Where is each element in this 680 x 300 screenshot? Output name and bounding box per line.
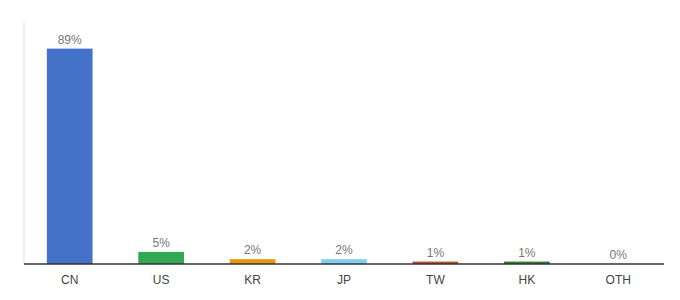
bar	[138, 252, 184, 264]
x-axis-line	[24, 263, 664, 265]
y-axis-line	[24, 22, 25, 264]
data-label: 2%	[244, 243, 262, 257]
data-label: 1%	[518, 246, 536, 260]
x-tick-label: CN	[61, 273, 78, 287]
data-label: 89%	[58, 33, 82, 47]
data-label: 1%	[427, 246, 445, 260]
x-tick-label: TW	[426, 273, 445, 287]
data-label: 0%	[610, 248, 628, 262]
x-tick-label: KR	[244, 273, 261, 287]
x-tick-label: US	[153, 273, 170, 287]
x-tick-label: HK	[519, 273, 536, 287]
x-tick-label: JP	[337, 273, 351, 287]
bars	[47, 49, 550, 264]
chart: 89% 5% 2% 2% 1% 1% 0% CN US KR JP TW HK OTH	[0, 0, 680, 300]
data-label: 2%	[335, 243, 353, 257]
chart-container: 89% 5% 2% 2% 1% 1% 0% CN US KR JP TW HK OTH	[0, 0, 680, 300]
bar	[47, 49, 93, 264]
data-label: 5%	[152, 236, 170, 250]
x-tick-label: OTH	[606, 273, 631, 287]
